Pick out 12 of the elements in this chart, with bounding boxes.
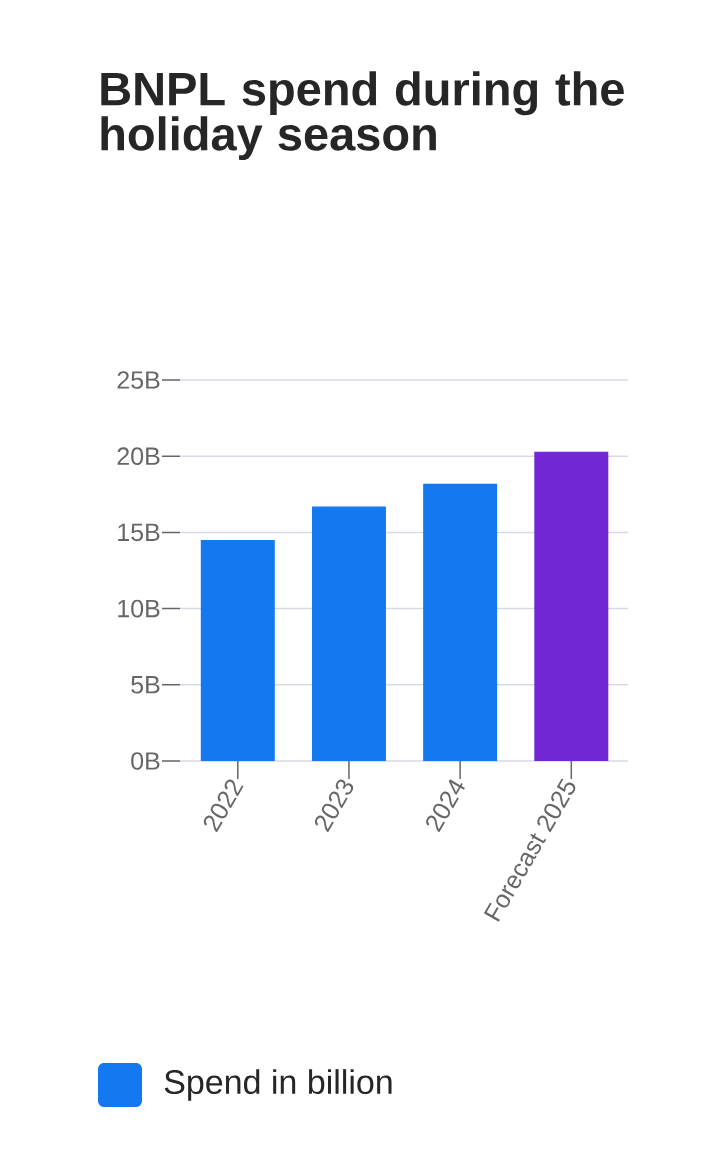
bar [311,506,386,761]
bar [423,483,498,761]
y-tick-label: 20B [117,447,160,466]
y-tick-label: 5B [131,676,160,694]
y-tick-label: 10B [118,599,160,618]
y-tick-label: 15B [118,523,160,542]
chart-title: BNPL spend during the holiday season [101,71,624,161]
bar [200,540,275,761]
bar [534,451,609,761]
y-tick-label: 0B [131,752,160,770]
legend-label: Spend in billion [164,1069,392,1101]
y-tick-label: 25B [117,371,160,389]
